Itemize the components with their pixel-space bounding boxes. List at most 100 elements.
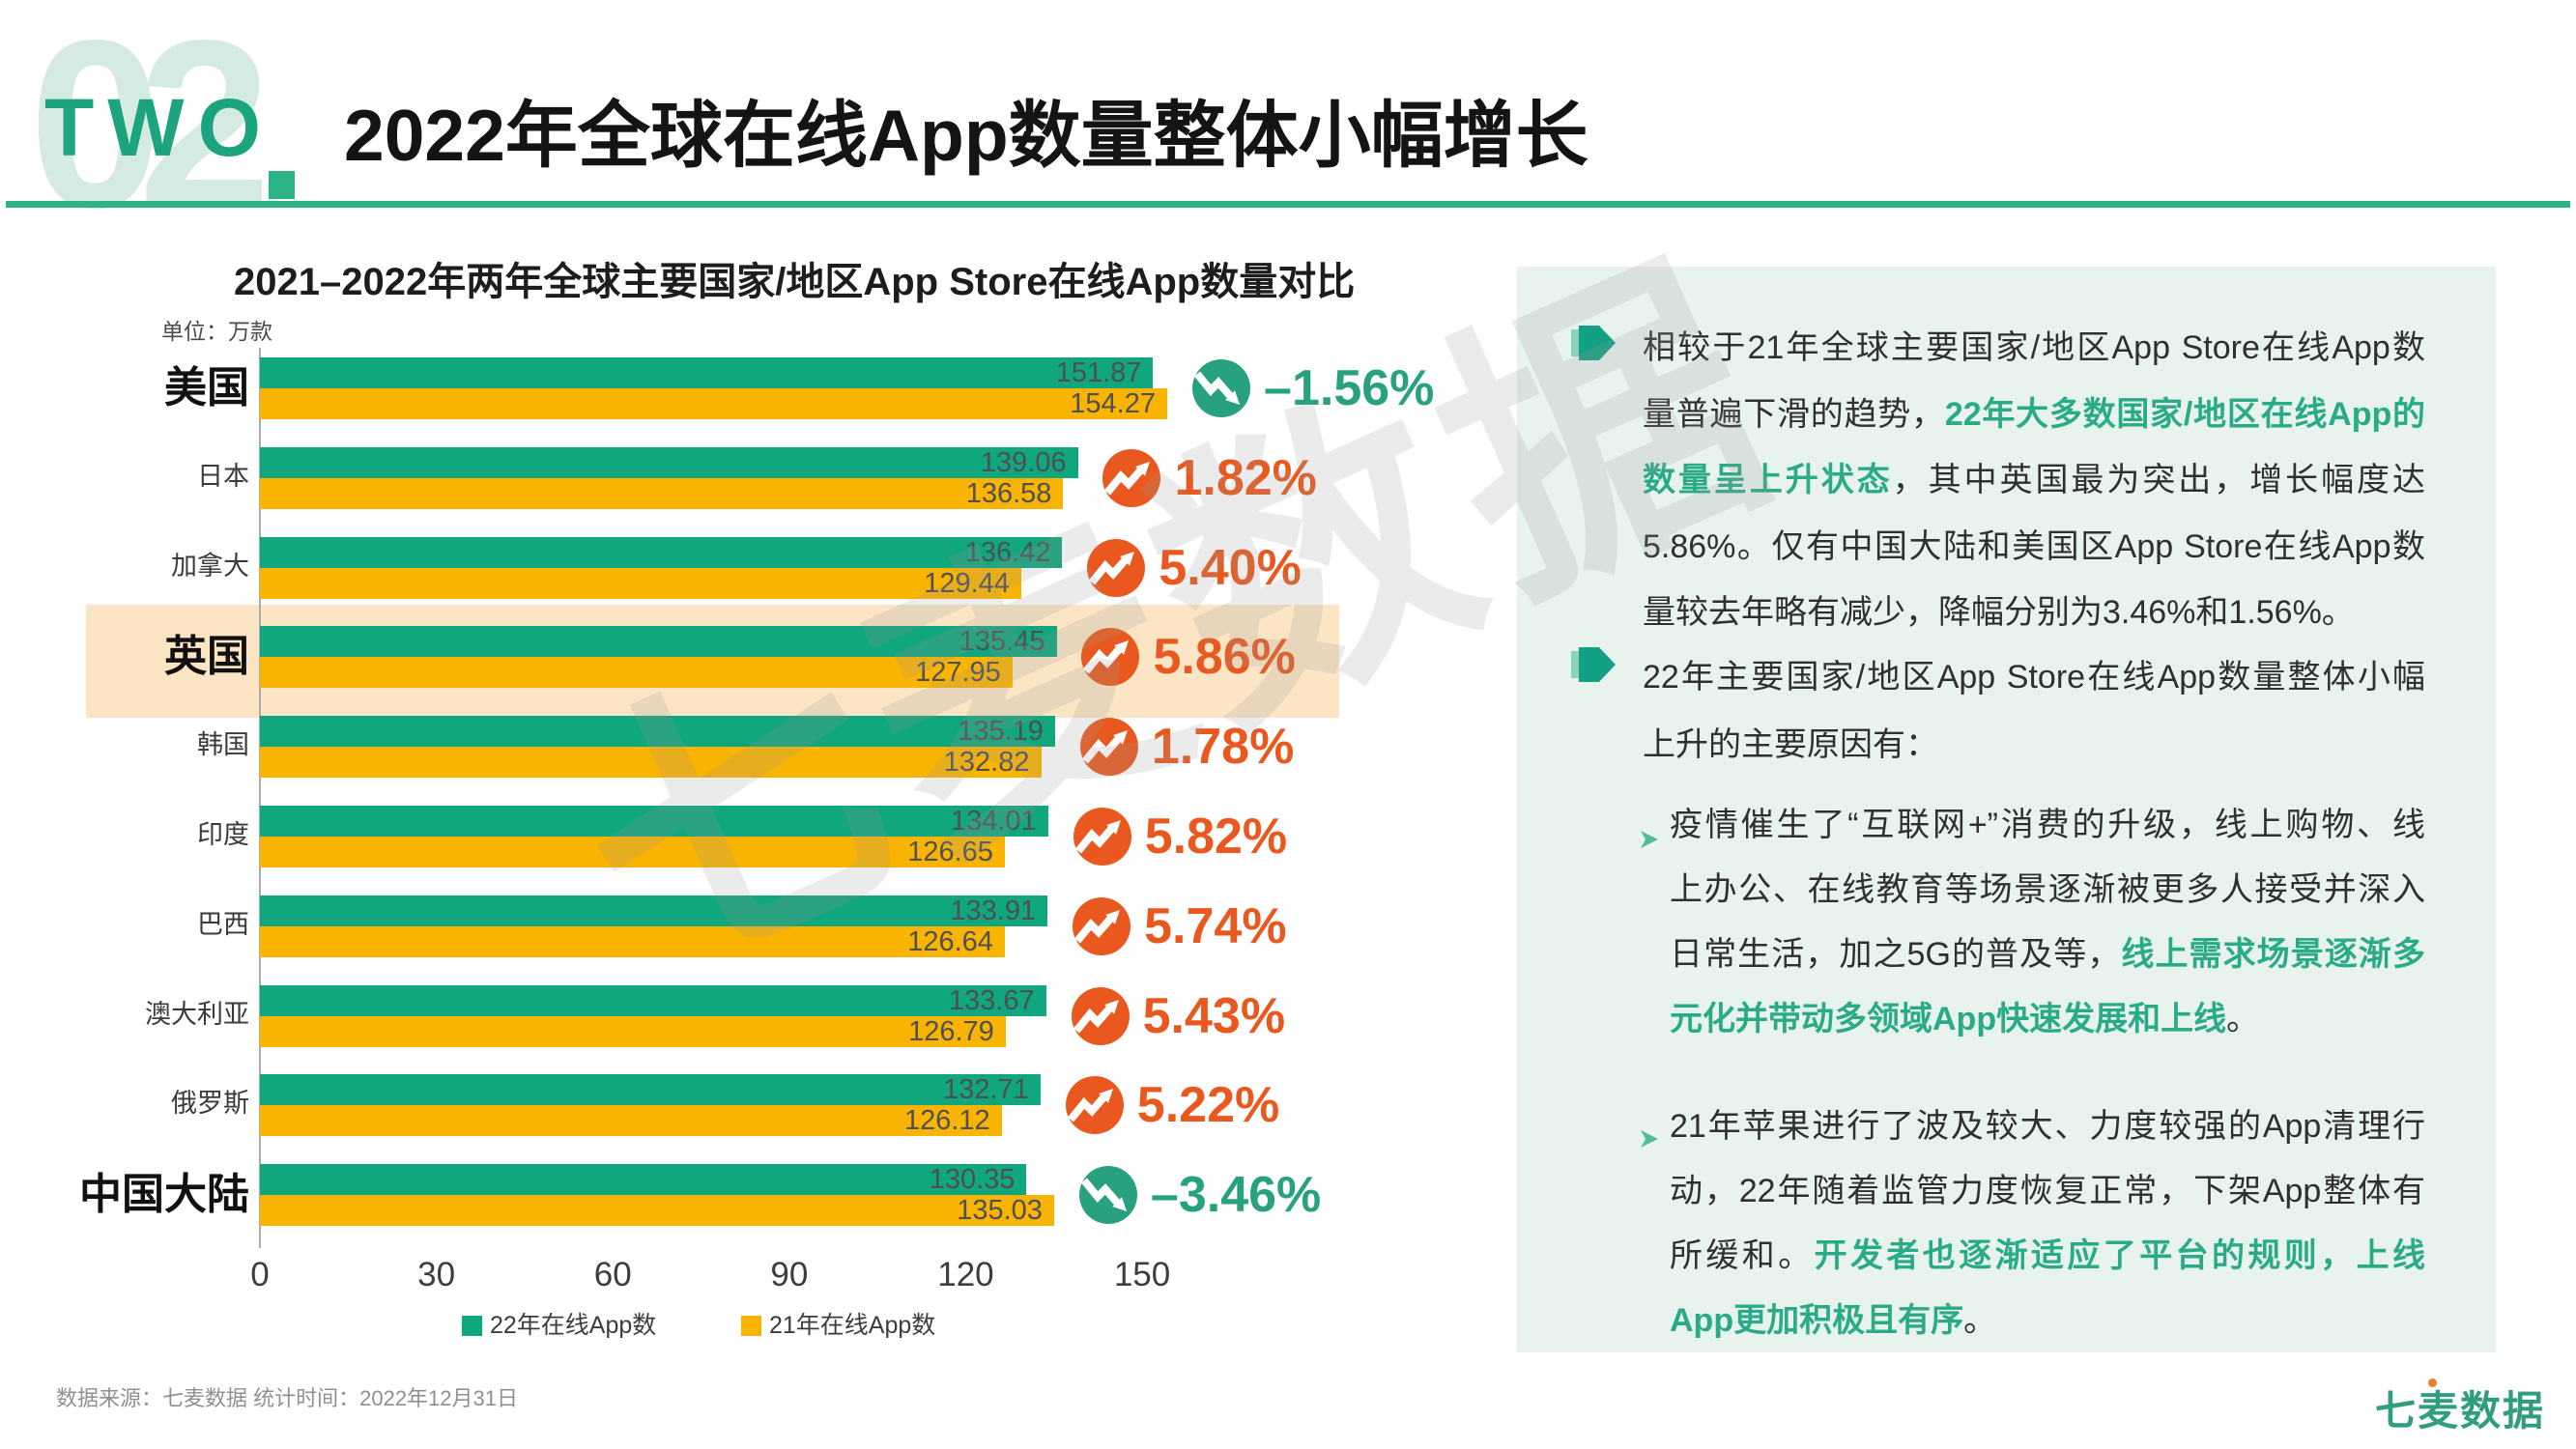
bar-2021: [260, 1105, 1002, 1137]
header-accent-square: [269, 171, 295, 199]
body-text: 疫情催生了“互联网+”消费的升级，线上购物、线: [1670, 807, 2425, 843]
change-percent: 5.43%: [1142, 987, 1286, 1044]
body-text: 上办公、在线教育等场景逐渐被更多人接受并深入: [1670, 871, 2425, 908]
trend-arrow-graphic: [1065, 1076, 1124, 1135]
bar-2022: [260, 895, 1048, 926]
paragraph-line: 所缓和。开发者也逐渐适应了平台的规则，上线: [1670, 1224, 2425, 1289]
body-text: 量普遍下滑的趋势，: [1643, 395, 1945, 433]
chart-unit-label: 单位：万款: [161, 319, 272, 344]
legend-swatch: [741, 1316, 761, 1336]
y-axis-line: [259, 348, 261, 1248]
bar-value-2021: 129.44: [924, 567, 1010, 599]
paragraph-line: 量普遍下滑的趋势，22年大多数国家/地区在线App的: [1643, 382, 2425, 448]
bar-2021: [260, 837, 1005, 867]
body-text: 5.86%。仅有中国大陆和美国区App Store在线App数: [1643, 527, 2425, 565]
paragraph-line: 相较于21年全球主要国家/地区App Store在线App数: [1643, 315, 2425, 382]
category-label: 巴西: [197, 909, 249, 939]
bar-2021: [260, 657, 1013, 689]
trend-arrow-graphic: [1073, 896, 1131, 955]
emphasis-text: 开发者也逐渐适应了平台的规则，上线: [1814, 1237, 2426, 1274]
trend-up-icon: [1071, 986, 1130, 1045]
paragraph-line: 数量呈上升状态，其中英国最为突出，增长幅度达: [1643, 447, 2425, 514]
trend-up-icon: [1073, 808, 1131, 866]
trend-up-icon: [1073, 896, 1131, 955]
bar-2021: [260, 388, 1167, 419]
body-text: 。: [1963, 1302, 1997, 1339]
change-percent: 5.40%: [1159, 539, 1302, 596]
x-tick-label: 120: [937, 1256, 994, 1293]
brand-logo-dot-icon: [2428, 1378, 2437, 1387]
body-text: 动，22年随着监管力度恢复正常，下架App整体有: [1670, 1173, 2425, 1209]
bullet-flag-icon: [1571, 647, 1616, 682]
body-text: 。: [2226, 1001, 2260, 1037]
paragraph-line: 上升的主要原因有：: [1643, 711, 2425, 779]
body-text: 22年主要国家/地区App Store在线App数量整体小幅: [1643, 659, 2425, 696]
change-percent: 5.86%: [1153, 629, 1296, 686]
bar-2022: [260, 536, 1063, 568]
panel-paragraph: 22年主要国家/地区App Store在线App数量整体小幅 上升的主要原因有：: [1643, 643, 2425, 779]
chevron-graphic: [1641, 1130, 1658, 1148]
category-label: 印度: [197, 820, 249, 849]
bar-value-2021: 126.79: [908, 1015, 994, 1047]
category-label: 英国: [164, 633, 249, 681]
trend-arrow-graphic: [1102, 448, 1161, 507]
x-tick-label: 30: [417, 1256, 456, 1293]
panel-paragraph: 21年苹果进行了波及较大、力度较强的App清理行 动，22年随着监管力度恢复正常，…: [1670, 1094, 2425, 1353]
trend-arrow-graphic: [1073, 808, 1131, 866]
bar-value-2021: 126.65: [907, 837, 993, 867]
bar-value-2022: 134.01: [950, 806, 1037, 837]
emphasis-text: 数量呈上升状态: [1643, 462, 1893, 498]
trend-arrow-graphic: [1078, 1166, 1137, 1225]
bar-2021: [260, 1015, 1006, 1047]
bar-2021: [260, 477, 1064, 509]
paragraph-line: 疫情催生了“互联网+”消费的升级，线上购物、线: [1670, 793, 2425, 858]
data-source-note: 数据来源：七麦数据 统计时间：2022年12月31日: [56, 1386, 518, 1410]
body-text: 所缓和。: [1670, 1237, 1815, 1274]
bullet-flag-front: [1579, 647, 1616, 682]
brand-logo: 七麦数据: [2375, 1388, 2546, 1434]
bar-2021: [260, 567, 1021, 599]
emphasis-text: App更加积极且有序: [1670, 1302, 1964, 1339]
bar-value-2022: 133.67: [948, 984, 1035, 1016]
category-label: 韩国: [197, 730, 249, 760]
category-label: 日本: [197, 461, 249, 491]
bar-2021: [260, 1195, 1054, 1227]
trend-arrow-graphic: [1079, 718, 1138, 777]
change-percent: 1.78%: [1151, 719, 1295, 776]
paragraph-line: 22年主要国家/地区App Store在线App数量整体小幅: [1643, 643, 2425, 711]
trend-arrow-graphic: [1192, 359, 1251, 417]
bar-value-2022: 135.45: [959, 626, 1045, 658]
bar-value-2022: 135.19: [958, 716, 1044, 748]
bar-value-2021: 154.27: [1070, 388, 1156, 419]
bar-value-2022: 139.06: [980, 446, 1067, 478]
summary-panel: [1517, 267, 2496, 1352]
bar-value-2021: 132.82: [943, 747, 1030, 779]
change-percent: 5.22%: [1136, 1077, 1280, 1134]
header-divider-line: [6, 201, 2570, 208]
trend-arrow-graphic: [1087, 538, 1146, 597]
bullet-chevron-icon: [1638, 1126, 1663, 1151]
change-percent: –3.46%: [1150, 1167, 1322, 1224]
emphasis-text: 22年大多数国家/地区在线App的: [1944, 395, 2426, 433]
trend-up-icon: [1102, 448, 1161, 507]
bar-value-2021: 127.95: [915, 657, 1001, 689]
bar-value-2022: 133.91: [950, 895, 1037, 926]
chevron-graphic: [1641, 831, 1658, 848]
bar-value-2022: 132.71: [943, 1074, 1029, 1106]
paragraph-line: App更加积极且有序。: [1670, 1289, 2425, 1353]
bar-2021: [260, 747, 1042, 779]
page-title: 2022年全球在线App数量整体小幅增长: [344, 95, 1589, 176]
trend-up-icon: [1087, 538, 1146, 597]
emphasis-text: 元化并带动多领域App快速发展和上线: [1670, 1001, 2227, 1037]
body-text: 量较去年略有减少，降幅分别为3.46%和1.56%。: [1643, 594, 2355, 631]
body-text: 上升的主要原因有：: [1643, 726, 1938, 763]
category-label: 俄罗斯: [171, 1089, 249, 1119]
trend-arrow-graphic: [1071, 986, 1130, 1045]
category-label: 澳大利亚: [145, 999, 249, 1029]
x-tick-label: 60: [593, 1256, 632, 1293]
paragraph-line: 动，22年随着监管力度恢复正常，下架App整体有: [1670, 1159, 2425, 1224]
bar-2022: [260, 806, 1048, 837]
x-tick-label: 90: [770, 1256, 809, 1293]
bar-value-2021: 135.03: [957, 1195, 1043, 1227]
category-label: 中国大陆: [79, 1171, 249, 1219]
